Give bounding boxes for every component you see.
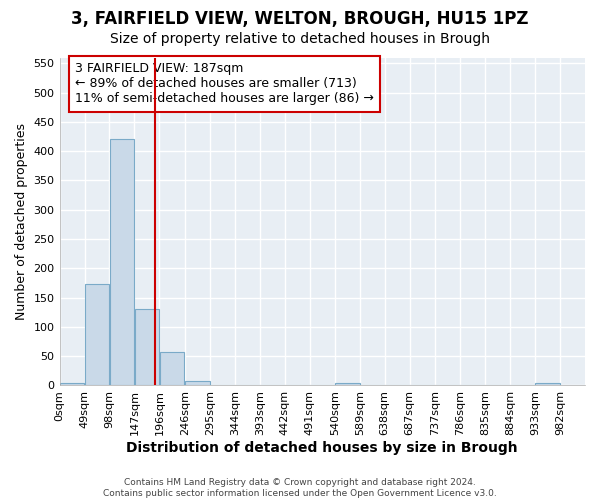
X-axis label: Distribution of detached houses by size in Brough: Distribution of detached houses by size … [127,441,518,455]
Text: Size of property relative to detached houses in Brough: Size of property relative to detached ho… [110,32,490,46]
Bar [335,382,359,386]
Text: 3 FAIRFIELD VIEW: 187sqm
← 89% of detached houses are smaller (713)
11% of semi-: 3 FAIRFIELD VIEW: 187sqm ← 89% of detach… [76,62,374,106]
Bar [85,284,109,386]
Bar [535,383,560,386]
Text: 3, FAIRFIELD VIEW, WELTON, BROUGH, HU15 1PZ: 3, FAIRFIELD VIEW, WELTON, BROUGH, HU15 … [71,10,529,28]
Bar [59,383,85,386]
Bar [210,385,235,386]
Y-axis label: Number of detached properties: Number of detached properties [15,123,28,320]
Text: Contains HM Land Registry data © Crown copyright and database right 2024.
Contai: Contains HM Land Registry data © Crown c… [103,478,497,498]
Bar [185,381,210,386]
Bar [110,140,134,386]
Bar [160,352,184,386]
Bar [134,308,160,386]
